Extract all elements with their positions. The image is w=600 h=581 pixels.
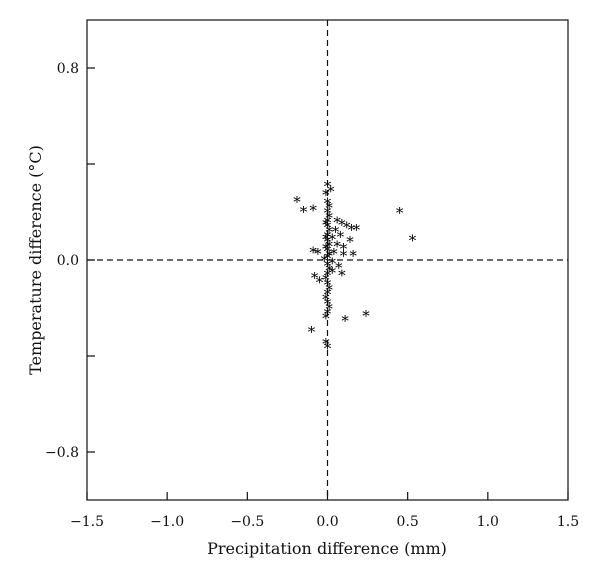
scatter-point: * [309, 202, 317, 220]
scatter-point: * [324, 276, 332, 294]
scatter-point: * [325, 247, 333, 265]
scatter-point: * [325, 262, 333, 280]
scatter-point: * [308, 323, 316, 341]
scatter-point: * [311, 269, 319, 287]
zero-reference-lines [87, 20, 568, 500]
scatter-point: * [300, 203, 308, 221]
x-axis-ticks: −1.5 −1.0 −0.5 0.0 0.5 1.0 1.5 [70, 492, 579, 530]
scatter-point: * [338, 266, 346, 284]
scatter-point: * [316, 274, 324, 292]
scatter-point: * [329, 264, 337, 282]
scatter-point: * [322, 186, 330, 204]
y-axis-ticks: −0.8 0.0 0.8 [45, 61, 95, 461]
x-tick-label: −0.5 [230, 514, 264, 530]
scatter-point: * [335, 259, 343, 277]
scatter-point: * [341, 312, 349, 330]
scatter-point: * [324, 228, 332, 246]
scatter-point: * [330, 245, 338, 263]
y-tick-label: 0.0 [57, 253, 79, 269]
y-axis-label: Temperature difference (°C) [26, 145, 45, 375]
scatter-point: * [324, 340, 332, 358]
scatter-point: * [324, 204, 332, 222]
scatter-point: * [325, 199, 333, 217]
scatter-point: * [325, 223, 333, 241]
scatter-point: * [324, 242, 332, 260]
x-tick-label: 0.5 [397, 514, 419, 530]
x-tick-label: 1.0 [477, 514, 499, 530]
scatter-point: * [324, 178, 332, 196]
scatter-point: * [321, 252, 329, 270]
scatter-point: * [333, 214, 341, 232]
scatter-point: * [322, 335, 330, 353]
scatter-point: * [340, 240, 348, 258]
scatter-point: * [348, 221, 356, 239]
scatter-point: * [293, 193, 301, 211]
scatter-point: * [409, 232, 417, 250]
scatter-point: * [322, 230, 330, 248]
scatter-point: * [322, 216, 330, 234]
scatter-point: * [349, 247, 357, 265]
scatter-point: * [325, 238, 333, 256]
scatter-point: * [324, 266, 332, 284]
scatter-point: * [346, 233, 354, 251]
scatter-point: * [324, 214, 332, 232]
scatter-point: * [333, 238, 341, 256]
x-tick-label: 0.0 [316, 514, 338, 530]
scatter-point: * [324, 250, 332, 268]
scatter-point: * [324, 286, 332, 304]
scatter-point: * [324, 295, 332, 313]
scatter-point: * [324, 305, 332, 323]
scatter-point: * [322, 240, 330, 258]
scatter-point: * [325, 281, 333, 299]
x-axis-label: Precipitation difference (mm) [207, 539, 447, 558]
scatter-point: * [324, 257, 332, 275]
data-points: ** **************************************… [293, 178, 416, 358]
scatter-point: * [322, 290, 330, 308]
scatter-point: * [337, 228, 345, 246]
scatter-point: * [396, 204, 404, 222]
scatter-point: * [362, 307, 370, 325]
scatter-point: * [324, 218, 332, 236]
scatter-point: * [332, 223, 340, 241]
scatter-point: * [322, 271, 330, 289]
x-tick-label: −1.5 [70, 514, 104, 530]
y-tick-label: −0.8 [45, 445, 79, 461]
scatter-point: * [340, 247, 348, 265]
scatter-point: * [329, 254, 337, 272]
scatter-point: * [314, 245, 322, 263]
x-tick-label: 1.5 [557, 514, 579, 530]
y-tick-label: 0.8 [57, 61, 79, 77]
scatter-point: * [309, 244, 317, 262]
scatter-point: * [325, 300, 333, 318]
scatter-point: * [329, 230, 337, 248]
scatter-point: * [353, 221, 361, 239]
scatter-point: * [322, 310, 330, 328]
x-tick-label: −1.0 [150, 514, 184, 530]
scatter-point: * [343, 218, 351, 236]
scatter-point: * [327, 182, 335, 200]
scatter-point: * [324, 194, 332, 212]
scatter-point: * [325, 209, 333, 227]
scatter-point: * [338, 216, 346, 234]
scatter-point: * [324, 233, 332, 251]
